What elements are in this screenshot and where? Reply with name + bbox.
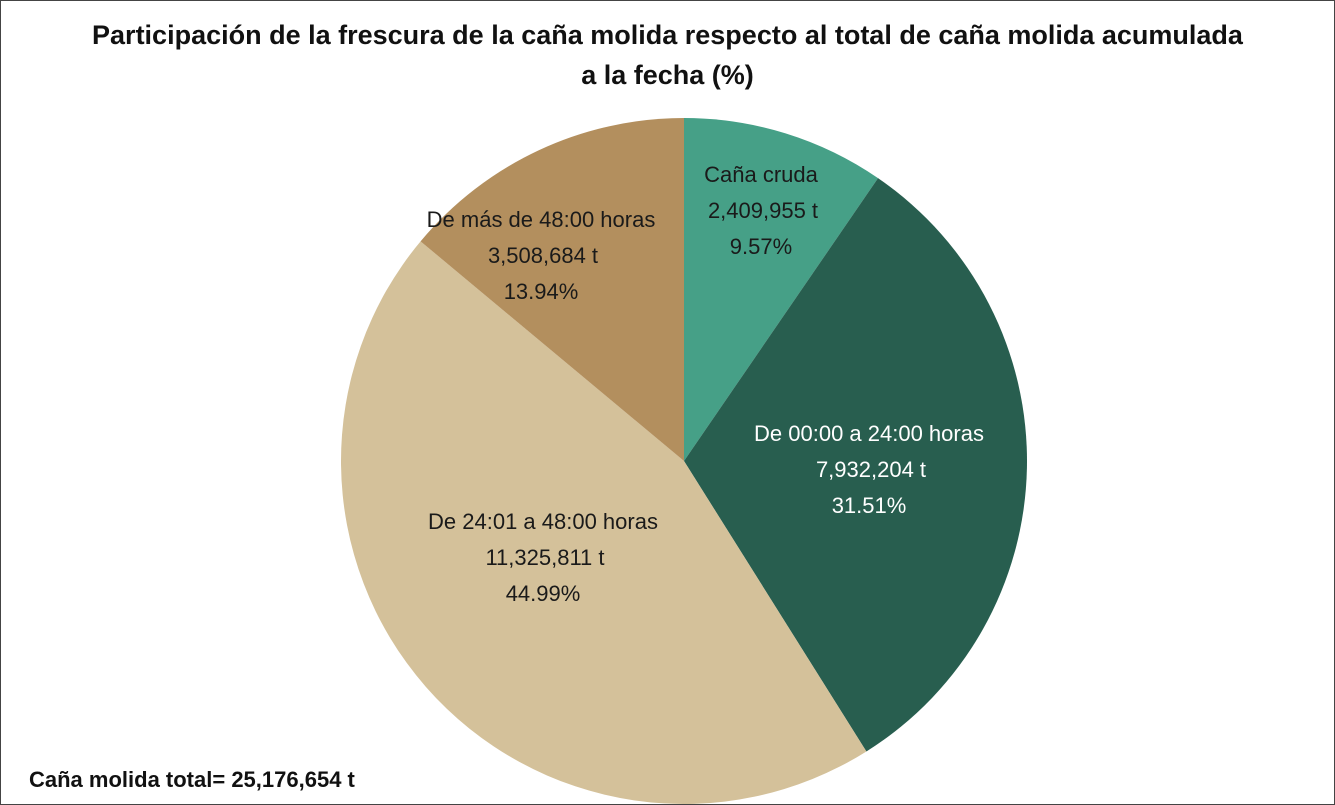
tonnes-label: 2,409,955 t [708,198,818,223]
percent-label: 44.99% [506,581,581,606]
slice-label: Caña cruda [704,162,819,187]
tonnes-label: 11,325,811 t [485,545,604,570]
slice-label: De 24:01 a 48:00 horas [428,509,658,534]
percent-label: 9.57% [730,234,792,259]
percent-label: 13.94% [504,279,579,304]
pie-slice [684,178,1027,752]
tonnes-label: 3,508,684 t [488,243,598,268]
pie-slice [420,118,684,461]
chart-title: Participación de la frescura de la caña … [92,20,1243,90]
annotation: Caña molida total= 25,176,654 t [29,767,355,792]
tonnes-label: 7,932,204 t [816,457,926,482]
slice-label: De más de 48:00 horas [427,207,656,232]
pie-slice [341,241,867,804]
slice-label: De 00:00 a 24:00 horas [754,421,984,446]
percent-label: 31.51% [832,493,907,518]
pie-slice [684,118,879,461]
